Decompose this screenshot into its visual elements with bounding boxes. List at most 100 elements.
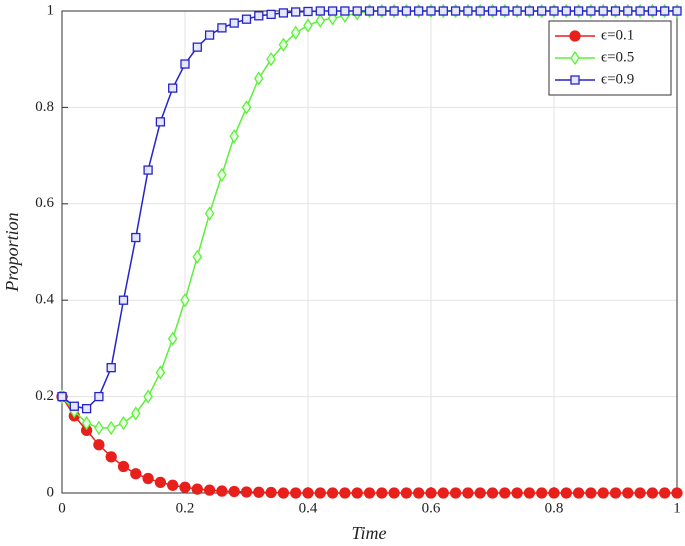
x-tick-label: 0.4 — [299, 500, 318, 516]
marker — [143, 165, 153, 175]
marker — [229, 18, 239, 28]
marker — [204, 206, 215, 221]
marker — [610, 6, 621, 16]
marker — [303, 18, 313, 33]
marker — [93, 439, 105, 451]
marker — [180, 293, 190, 308]
marker — [609, 487, 622, 499]
marker — [203, 484, 216, 496]
marker — [180, 59, 190, 69]
y-tick-label: 0.2 — [35, 388, 54, 404]
marker — [401, 6, 412, 16]
marker — [388, 487, 400, 499]
marker — [474, 487, 486, 499]
x-tick-label: 0.8 — [545, 500, 564, 516]
marker — [118, 295, 129, 305]
marker — [217, 167, 227, 183]
marker — [167, 479, 179, 491]
marker — [105, 451, 117, 463]
marker — [265, 486, 277, 499]
marker — [302, 487, 314, 499]
marker — [117, 460, 130, 473]
marker — [597, 487, 609, 499]
marker — [254, 71, 264, 86]
marker — [339, 487, 351, 499]
marker — [81, 415, 92, 431]
marker — [598, 6, 608, 16]
marker — [277, 487, 290, 499]
marker — [500, 6, 510, 16]
marker — [363, 487, 376, 499]
marker — [512, 6, 522, 16]
marker — [364, 6, 375, 16]
marker — [635, 6, 645, 16]
marker — [536, 487, 548, 499]
marker — [475, 6, 485, 16]
marker — [671, 487, 683, 499]
legend-label: ϵ=0.5 — [601, 49, 634, 65]
marker — [340, 6, 350, 16]
marker — [623, 6, 633, 16]
marker — [586, 6, 596, 16]
marker — [229, 129, 239, 144]
marker — [290, 487, 302, 499]
marker — [660, 6, 670, 16]
marker — [426, 6, 436, 16]
marker — [94, 420, 104, 436]
marker — [376, 487, 388, 499]
marker — [154, 476, 167, 489]
y-tick-label: 1 — [47, 2, 55, 18]
y-tick-label: 0.4 — [35, 292, 54, 308]
marker — [131, 232, 141, 243]
marker — [560, 487, 572, 499]
marker — [217, 23, 227, 33]
marker — [192, 42, 202, 52]
marker — [69, 401, 79, 411]
marker — [142, 472, 154, 485]
marker — [118, 415, 129, 431]
marker — [425, 487, 437, 499]
legend-label: ϵ=0.1 — [601, 27, 634, 43]
marker — [278, 37, 289, 52]
marker — [437, 487, 449, 499]
marker — [413, 487, 425, 499]
marker — [240, 486, 253, 498]
marker — [106, 420, 116, 436]
marker — [585, 487, 597, 499]
marker — [106, 363, 116, 373]
x-tick-label: 1 — [673, 500, 681, 516]
marker — [143, 389, 153, 404]
marker — [130, 468, 142, 480]
marker — [499, 487, 511, 499]
marker — [414, 6, 424, 16]
marker — [511, 487, 523, 499]
marker — [266, 9, 276, 20]
marker — [389, 6, 399, 16]
marker — [622, 487, 634, 499]
marker — [524, 6, 535, 16]
marker — [647, 6, 658, 16]
marker — [327, 6, 338, 16]
marker — [486, 487, 499, 499]
marker — [204, 30, 215, 40]
marker — [549, 6, 559, 16]
marker — [352, 6, 362, 16]
y-tick-label: 0 — [47, 484, 55, 500]
marker — [216, 485, 228, 497]
marker — [131, 406, 141, 421]
marker — [548, 487, 560, 499]
marker — [241, 14, 252, 24]
marker — [303, 6, 313, 17]
marker — [315, 13, 326, 28]
marker — [573, 6, 584, 16]
marker — [377, 6, 387, 16]
legend-marker — [570, 75, 580, 85]
marker — [155, 365, 166, 380]
y-axis-label: Proportion — [2, 212, 22, 292]
marker — [314, 487, 326, 499]
marker — [537, 6, 547, 16]
x-tick-label: 0.6 — [422, 500, 441, 516]
marker — [290, 25, 301, 40]
marker — [523, 487, 536, 499]
